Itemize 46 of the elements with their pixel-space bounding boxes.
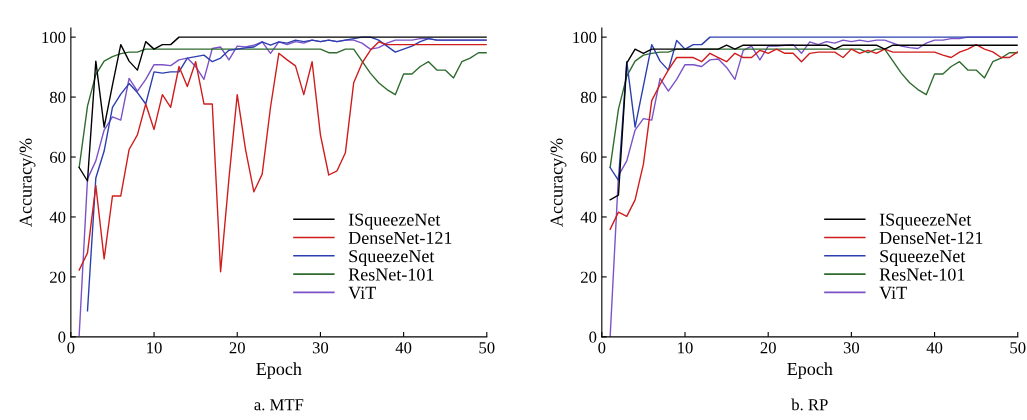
x-tick-label: 0	[67, 342, 75, 354]
y-tick-label: 100	[573, 31, 597, 44]
y-tick-label: 0	[589, 331, 597, 343]
legend-label: ISqueezeNet	[348, 213, 441, 230]
x-tick-label: 0	[598, 342, 606, 354]
y-tick-label: 60	[581, 151, 597, 163]
y-tick-label: 20	[581, 271, 597, 283]
x-tick-label: 40	[395, 342, 412, 354]
y-tick-label: 80	[49, 91, 66, 104]
x-tick-label: 40	[926, 342, 943, 354]
y-tick-label: 100	[42, 31, 66, 44]
line-series	[609, 44, 1018, 201]
x-tick-label: 30	[312, 342, 329, 354]
x-axis-title: Epoch	[787, 362, 833, 379]
legend-label: DenseNet-121	[879, 231, 983, 244]
line-series	[78, 48, 487, 169]
legend-label: DenseNet-121	[348, 231, 452, 244]
x-tick-label: 10	[678, 342, 693, 354]
legend-label: ResNet-101	[348, 268, 434, 281]
y-axis-title: Accuracy/%	[19, 138, 36, 227]
y-tick-label: 20	[50, 271, 66, 283]
x-tick-label: 50	[1010, 342, 1026, 354]
x-tick-label: 30	[843, 342, 860, 354]
line-series	[609, 48, 1018, 169]
x-tick-label: 50	[479, 342, 495, 354]
y-tick-label: 40	[49, 211, 66, 223]
x-tick-label: 20	[760, 342, 776, 354]
legend-label: ISqueezeNet	[879, 213, 972, 230]
y-axis-title: Accuracy/%	[550, 138, 567, 227]
y-tick-label: 80	[580, 91, 597, 104]
line-series	[78, 36, 487, 182]
line-series	[609, 43, 1018, 230]
text: a. MTF	[254, 399, 304, 411]
x-tick-label: 20	[229, 342, 245, 354]
x-tick-label: 10	[147, 342, 162, 354]
y-tick-label: 60	[50, 151, 66, 163]
text: b. RP	[791, 398, 828, 411]
line-series	[609, 36, 1018, 182]
legend-label: SqueezeNet	[880, 250, 966, 266]
legend-label: ResNet-101	[879, 268, 965, 281]
y-tick-label: 0	[58, 331, 66, 343]
legend-label: SqueezeNet	[349, 250, 435, 266]
legend-label: ViT	[348, 286, 376, 299]
x-axis-title: Epoch	[256, 362, 302, 379]
y-tick-label: 40	[580, 211, 597, 223]
legend-label: ViT	[879, 286, 907, 299]
